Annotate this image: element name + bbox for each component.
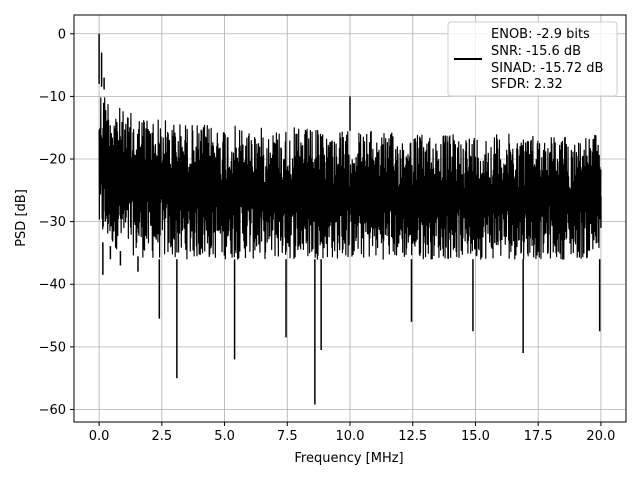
x-tick-label: 20.0 (586, 429, 615, 444)
legend-sfdr: SFDR: 2.32 (491, 77, 563, 92)
psd-series (98, 33, 602, 405)
y-tick-label: −60 (39, 403, 66, 418)
legend-snr: SNR: -15.6 dB (491, 44, 581, 59)
y-tick-label: −50 (39, 340, 66, 355)
legend-box (447, 21, 618, 97)
x-tick-label: 7.5 (277, 429, 298, 444)
legend: ENOB: -2.9 bits SNR: -15.6 dB SINAD: -15… (447, 21, 618, 97)
y-tick-label: −10 (39, 90, 66, 105)
legend-enob: ENOB: -2.9 bits (491, 27, 590, 42)
y-tick-label: −30 (39, 215, 66, 230)
y-tick-label: 0 (58, 27, 66, 42)
x-tick-label: 12.5 (398, 429, 427, 444)
y-tick-label: −20 (39, 153, 66, 168)
x-tick-label: 15.0 (461, 429, 490, 444)
x-tick-label: 0.0 (89, 429, 110, 444)
y-axis-label: PSD [dB] (14, 189, 29, 247)
x-tick-label: 2.5 (151, 429, 172, 444)
x-tick-label: 10.0 (336, 429, 365, 444)
legend-sinad: SINAD: -15.72 dB (491, 61, 603, 76)
x-tick-label: 17.5 (524, 429, 553, 444)
x-tick-label: 5.0 (214, 429, 235, 444)
axis-ticks: 0.0 2.5 5.0 7.5 10.0 12.5 15.0 17.5 20.0 0 −10 −20 −… (39, 27, 616, 444)
y-tick-label: −40 (39, 278, 66, 293)
psd-trace (98, 97, 602, 260)
x-axis-label: Frequency [MHz] (294, 451, 403, 466)
